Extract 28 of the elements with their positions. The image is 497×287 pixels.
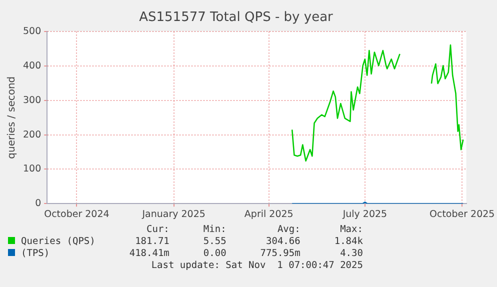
y-tick-label: 200 — [22, 129, 42, 140]
x-tick-label: October 2025 — [429, 208, 495, 220]
text: Avg: — [276, 224, 300, 236]
y-tick-label: 0 — [35, 198, 42, 210]
y-axis-title: queries / second — [6, 76, 18, 159]
text: Cur: — [146, 224, 170, 236]
x-tick-label: October 2024 — [44, 208, 110, 220]
text: 418.41m — [128, 248, 170, 260]
x-tick-label: July 2025 — [342, 208, 388, 220]
x-tick-label: January 2025 — [141, 208, 206, 220]
text: 4.30 — [339, 248, 363, 260]
y-tick-label: 400 — [22, 60, 42, 72]
y-tick-label: 500 — [22, 26, 42, 38]
text: 0.00 — [202, 248, 226, 260]
text: 304.66 — [265, 236, 300, 248]
y-tick-label: 100 — [22, 164, 42, 175]
x-tick-label: April 2025 — [244, 208, 294, 220]
text: Min: — [202, 224, 226, 236]
text: 775.95m — [259, 248, 300, 260]
text: Last update: Sat Nov 1 07:00:47 2025 — [150, 260, 363, 272]
chart-title: AS151577 Total QPS - by year — [139, 10, 334, 26]
text: 5.55 — [202, 236, 226, 248]
text: Max: — [339, 224, 363, 236]
y-tick-label: 300 — [22, 94, 42, 106]
text: 181.71 — [134, 236, 170, 248]
legend-label: Queries (QPS) — [20, 236, 96, 248]
text: 1.84k — [333, 236, 363, 248]
legend-label: (TPS) — [20, 248, 51, 260]
